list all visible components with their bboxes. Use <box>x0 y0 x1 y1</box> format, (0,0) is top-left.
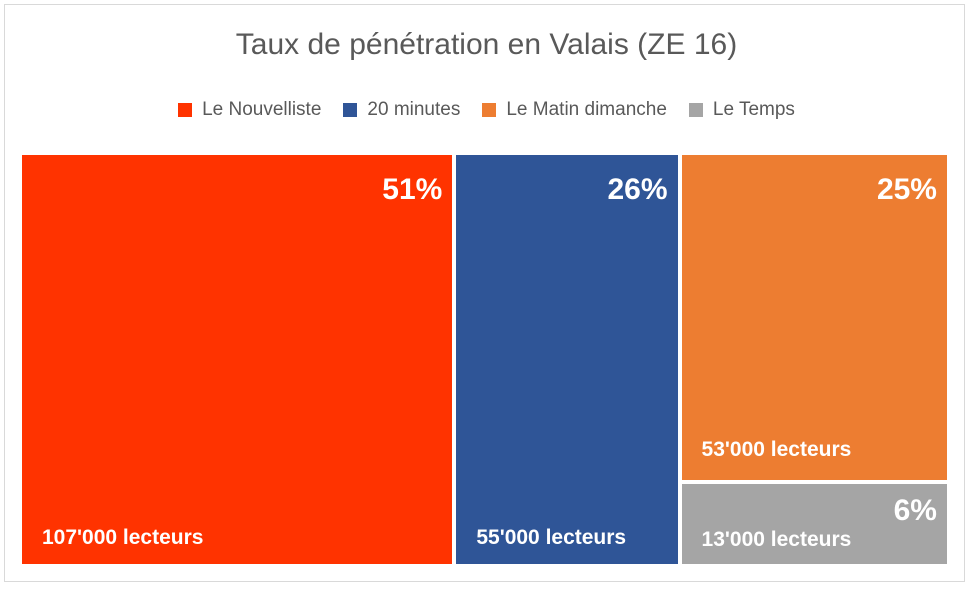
chart-title: Taux de pénétration en Valais (ZE 16) <box>235 28 738 61</box>
data-label-readers: 55'000 lecteurs <box>476 526 627 549</box>
data-label-percent: 25% <box>876 173 937 206</box>
data-label-percent: 6% <box>893 494 937 528</box>
data-label-percent: 26% <box>607 173 668 206</box>
treemap-tile-le-nouvelliste: 51% 107'000 lecteurs <box>22 155 453 564</box>
legend-swatch <box>688 103 703 117</box>
legend-item-le-matin-dimanche: Le Matin dimanche <box>482 99 667 121</box>
legend-swatch <box>343 103 358 117</box>
treemap-tile-le-temps: 6% 13'000 lecteurs <box>681 484 947 564</box>
legend-swatch <box>482 103 497 117</box>
data-label-readers: 107'000 lecteurs <box>42 526 204 549</box>
treemap-tile-20-minutes: 26% 55'000 lecteurs <box>456 155 678 564</box>
legend: Le Nouvelliste 20 minutes Le Matin diman… <box>0 99 973 121</box>
legend-item-20-minutes: 20 minutes <box>343 99 460 121</box>
legend-label: 20 minutes <box>367 99 461 120</box>
legend-item-le-nouvelliste: Le Nouvelliste <box>178 99 321 121</box>
legend-label: Le Matin dimanche <box>506 99 667 120</box>
data-label-readers: 13'000 lecteurs <box>701 527 852 551</box>
legend-swatch <box>178 103 193 117</box>
data-label-percent: 51% <box>382 173 443 206</box>
legend-label: Le Temps <box>712 99 795 120</box>
legend-label: Le Nouvelliste <box>202 99 322 120</box>
legend-item-le-temps: Le Temps <box>688 99 795 121</box>
treemap-tile-le-matin-dimanche: 25% 53'000 lecteurs <box>681 155 947 481</box>
data-label-readers: 53'000 lecteurs <box>701 438 852 462</box>
